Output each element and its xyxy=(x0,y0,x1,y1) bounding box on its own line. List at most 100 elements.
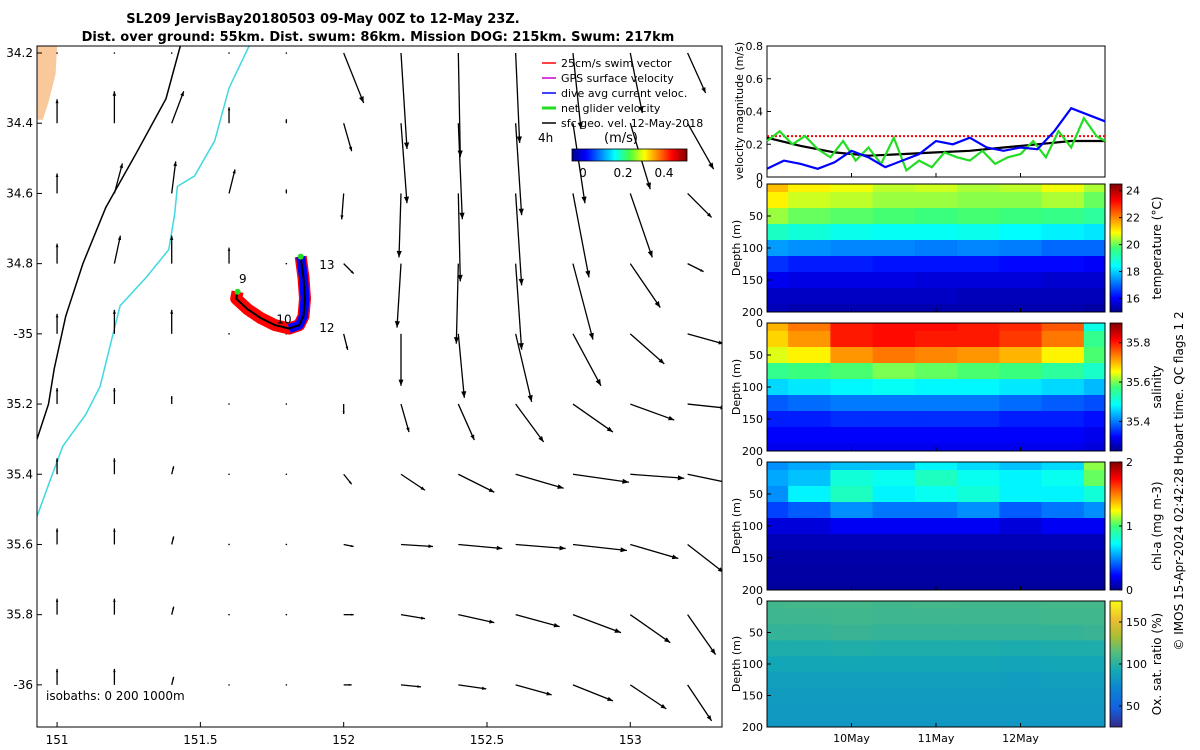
heatmap-cell xyxy=(1083,331,1106,348)
heatmap-cell xyxy=(1041,240,1085,257)
heatmap-cell xyxy=(1083,427,1106,444)
depth-tick-label: 200 xyxy=(742,445,763,458)
depth-tick-label: 150 xyxy=(742,690,763,703)
heatmap-cell xyxy=(830,601,874,610)
heatmap-cell xyxy=(830,347,874,364)
heatmap-cell xyxy=(788,462,831,471)
heatmap-cell xyxy=(1041,363,1085,380)
velocity-arrow xyxy=(629,684,667,710)
heatmap-cell xyxy=(830,288,874,305)
section-colorbar xyxy=(1109,183,1123,313)
heatmap-cell xyxy=(872,272,916,289)
heatmap-cell xyxy=(830,502,874,519)
speed-colorbar-label: (m/s) xyxy=(604,131,638,146)
velocity-arrow xyxy=(629,263,661,309)
heatmap-cell xyxy=(767,304,789,313)
heatmap-cell xyxy=(957,518,1000,535)
velocity-y-tick-label: 0 xyxy=(756,171,763,184)
heatmap-cell xyxy=(788,534,831,551)
heatmap-cell xyxy=(872,192,916,209)
heatmap-cell xyxy=(872,288,916,305)
heatmap-cell xyxy=(788,224,831,241)
section-panel-0: 0 50 100 150 200 Depth (m) 16 18 20 22 24 temperatu… xyxy=(730,178,1164,319)
heatmap-cell xyxy=(1041,184,1085,193)
velocity-arrow xyxy=(515,403,545,443)
velocity-arrow xyxy=(343,263,355,275)
velocity-arrow xyxy=(515,543,566,551)
speed-colorbar-tick: 0 xyxy=(579,166,587,180)
heatmap-cell xyxy=(957,240,1000,257)
map-y-tick-label: 34.8 xyxy=(6,257,33,271)
heatmap-cell xyxy=(872,601,916,610)
heatmap-cell xyxy=(1041,582,1085,591)
heatmap-cell xyxy=(830,534,874,551)
heatmap-cell xyxy=(872,566,916,583)
velocity-arrow xyxy=(228,169,236,194)
heatmap-cell xyxy=(957,640,1000,657)
heatmap-cell xyxy=(872,395,916,412)
isobaths-label: isobaths: 0 200 1000m xyxy=(46,689,185,703)
speed-colorbar-tick: 0.4 xyxy=(654,166,673,180)
heatmap-cell xyxy=(914,703,958,720)
heatmap-cell xyxy=(999,671,1043,689)
heatmap-cell xyxy=(830,566,874,583)
heatmap-cell xyxy=(1083,566,1106,583)
heatmap-cell xyxy=(914,566,958,583)
heatmap-cell xyxy=(872,462,916,471)
heatmap-cell xyxy=(788,518,831,535)
velocity-arrow xyxy=(228,403,230,405)
map-x-tick-label: 153 xyxy=(619,733,642,747)
heatmap-cell xyxy=(999,640,1043,657)
velocity-arrow xyxy=(55,99,59,124)
depth-tick-label: 100 xyxy=(742,520,763,533)
heatmap-cell xyxy=(1083,208,1106,225)
heatmap-cell xyxy=(830,256,874,273)
heatmap-cell xyxy=(957,534,1000,551)
velocity-y-tick-label: 0.4 xyxy=(746,106,764,119)
velocity-arrow xyxy=(396,193,402,258)
velocity-arrow xyxy=(343,543,354,548)
heatmap-cell xyxy=(767,347,789,364)
velocity-arrow xyxy=(457,403,475,441)
heatmap-cell xyxy=(788,256,831,273)
legend-item-swim: 25cm/s swim vector xyxy=(561,57,672,70)
heatmap-cell xyxy=(999,323,1043,332)
colorbar-tick-label: 2 xyxy=(1126,456,1133,469)
velocity-arrow xyxy=(342,404,345,415)
velocity-arrow xyxy=(112,91,117,124)
heatmap-cell xyxy=(1083,411,1106,428)
velocity-arrow xyxy=(171,90,185,124)
velocity-series-line xyxy=(766,136,1105,157)
heatmap-cell xyxy=(957,363,1000,380)
map-y-tick-label: 35.2 xyxy=(6,397,33,411)
legend-item-sfc: sfc geo. vel. 12-May-2018 xyxy=(561,117,703,130)
heatmap-cell xyxy=(1083,347,1106,364)
figure-title: SL209 JervisBay20180503 09-May 00Z to 12… xyxy=(126,12,519,27)
heatmap-cell xyxy=(788,240,831,257)
heatmap-cell xyxy=(830,624,874,641)
heatmap-cell xyxy=(788,566,831,583)
heatmap-cell xyxy=(914,671,958,689)
day-label: 9 xyxy=(239,272,247,286)
depth-tick-label: 100 xyxy=(742,242,763,255)
time-tick-label: 12May xyxy=(1002,732,1039,745)
heatmap-cell xyxy=(1041,347,1085,364)
velocity-arrow xyxy=(228,543,230,546)
heatmap-cell xyxy=(830,640,874,657)
heatmap-cell xyxy=(1083,462,1106,471)
heatmap-cell xyxy=(872,550,916,567)
velocity-arrow xyxy=(687,52,707,94)
heatmap-cell xyxy=(788,288,831,305)
heatmap-cell xyxy=(1041,395,1085,412)
heatmap-cell xyxy=(1083,550,1106,567)
heatmap-cell xyxy=(767,703,789,720)
heatmap-cell xyxy=(788,582,831,591)
heatmap-cell xyxy=(830,550,874,567)
heatmap-cell xyxy=(767,462,789,471)
heatmap-cell xyxy=(1041,192,1085,209)
heatmap-cell xyxy=(999,192,1043,209)
heatmap-cell xyxy=(872,608,916,626)
velocity-arrow xyxy=(572,614,622,634)
heatmap-cell xyxy=(957,470,1000,487)
